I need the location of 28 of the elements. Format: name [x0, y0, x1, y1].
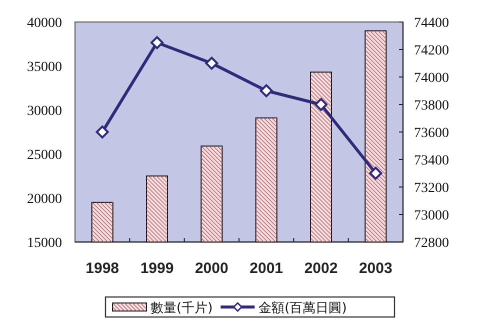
y2-tick-label: 73600 — [414, 126, 449, 141]
y-tick-label: 25000 — [27, 148, 62, 163]
y2-tick-label: 74400 — [414, 16, 449, 31]
x-tick-label: 2001 — [250, 260, 284, 277]
y2-tick-label: 73200 — [414, 181, 449, 196]
point — [369, 166, 382, 180]
x-tick-label: 2002 — [304, 260, 338, 277]
y2-tick-label: 74200 — [414, 44, 449, 58]
point — [260, 84, 273, 98]
legend-label: 數量(千片) — [150, 301, 213, 316]
x-tick-label: 2003 — [358, 260, 392, 277]
y-tick-label: 35000 — [27, 60, 62, 75]
x-tick-label: 1998 — [86, 260, 120, 277]
x-tick-label: 1999 — [140, 260, 174, 277]
y-tick-label: 30000 — [27, 104, 62, 119]
point — [205, 56, 218, 70]
legend-label: 金額(百萬日圓) — [258, 301, 347, 316]
x-tick-label: 2000 — [194, 260, 228, 277]
y-tick-label: 15000 — [27, 236, 62, 251]
y2-tick-label: 73800 — [414, 98, 449, 114]
y2-tick-label: 72800 — [414, 236, 449, 251]
point — [150, 36, 164, 50]
point — [96, 126, 109, 138]
y-tick-label: 20000 — [27, 192, 62, 207]
y-tick-label: 40000 — [27, 16, 62, 31]
y2-tick-label: 73000 — [414, 208, 449, 224]
y2-tick-label: 73400 — [414, 154, 449, 168]
y2-tick-label: 74000 — [414, 71, 449, 86]
